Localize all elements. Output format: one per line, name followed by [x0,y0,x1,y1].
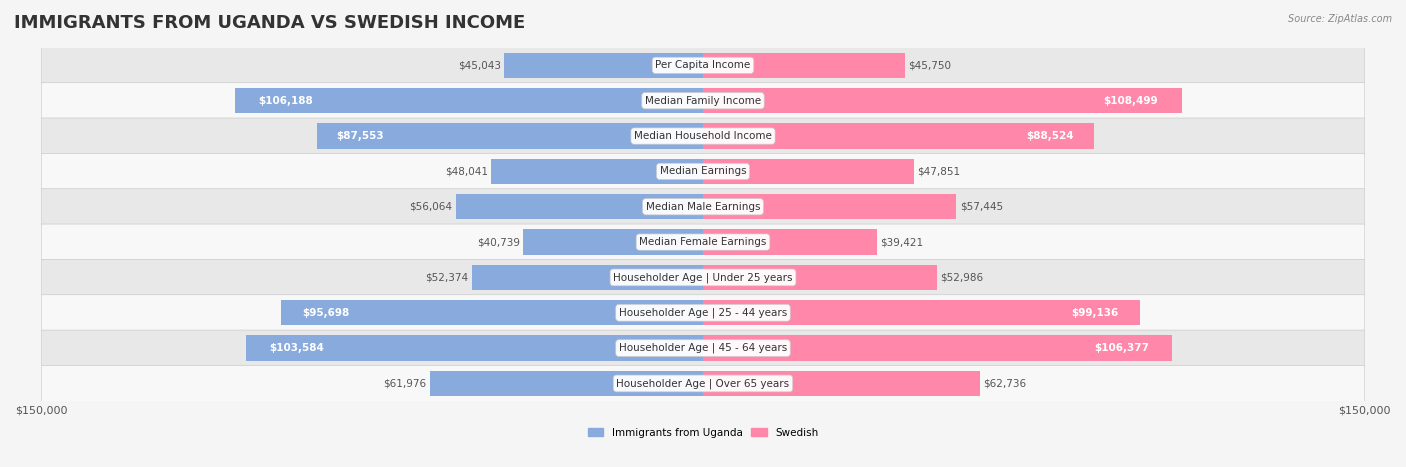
Bar [703,123,1094,149]
Bar [703,53,905,78]
Text: $39,421: $39,421 [880,237,924,247]
Text: $88,524: $88,524 [1026,131,1074,141]
Bar [456,194,703,219]
Bar [246,335,703,361]
Bar [703,265,936,290]
FancyBboxPatch shape [41,330,1365,366]
Bar [703,371,980,396]
Text: Per Capita Income: Per Capita Income [655,60,751,71]
Text: Householder Age | Under 25 years: Householder Age | Under 25 years [613,272,793,283]
Text: $52,374: $52,374 [426,272,468,283]
Text: $40,739: $40,739 [477,237,520,247]
Bar [703,300,1140,325]
FancyBboxPatch shape [41,259,1365,296]
Text: Median Male Earnings: Median Male Earnings [645,202,761,212]
Text: $108,499: $108,499 [1104,96,1157,106]
Text: Householder Age | Over 65 years: Householder Age | Over 65 years [616,378,790,389]
Bar [505,53,703,78]
Text: $87,553: $87,553 [336,131,384,141]
Bar [491,159,703,184]
Bar [316,123,703,149]
Text: $45,043: $45,043 [458,60,501,71]
Text: $62,736: $62,736 [983,378,1026,389]
Text: $48,041: $48,041 [444,166,488,177]
Bar [235,88,703,113]
Bar [703,229,877,255]
Text: Householder Age | 45 - 64 years: Householder Age | 45 - 64 years [619,343,787,354]
Text: $106,188: $106,188 [257,96,312,106]
FancyBboxPatch shape [41,118,1365,154]
FancyBboxPatch shape [41,365,1365,402]
Text: Median Household Income: Median Household Income [634,131,772,141]
FancyBboxPatch shape [41,224,1365,260]
Text: Median Female Earnings: Median Female Earnings [640,237,766,247]
Text: $99,136: $99,136 [1071,308,1119,318]
FancyBboxPatch shape [41,295,1365,331]
Text: $106,377: $106,377 [1094,343,1149,353]
FancyBboxPatch shape [41,189,1365,225]
Text: $56,064: $56,064 [409,202,453,212]
Bar [430,371,703,396]
Text: Median Earnings: Median Earnings [659,166,747,177]
Text: $47,851: $47,851 [917,166,960,177]
Text: $57,445: $57,445 [960,202,1002,212]
Text: $103,584: $103,584 [269,343,323,353]
Text: Source: ZipAtlas.com: Source: ZipAtlas.com [1288,14,1392,24]
Bar [703,159,914,184]
Legend: Immigrants from Uganda, Swedish: Immigrants from Uganda, Swedish [583,424,823,442]
Text: IMMIGRANTS FROM UGANDA VS SWEDISH INCOME: IMMIGRANTS FROM UGANDA VS SWEDISH INCOME [14,14,526,32]
Text: $95,698: $95,698 [302,308,349,318]
Text: Householder Age | 25 - 44 years: Householder Age | 25 - 44 years [619,307,787,318]
Text: $52,986: $52,986 [941,272,983,283]
FancyBboxPatch shape [41,83,1365,119]
Bar [523,229,703,255]
Bar [472,265,703,290]
Text: $45,750: $45,750 [908,60,950,71]
Bar [281,300,703,325]
FancyBboxPatch shape [41,47,1365,84]
Bar [703,335,1173,361]
Text: Median Family Income: Median Family Income [645,96,761,106]
Text: $61,976: $61,976 [384,378,426,389]
FancyBboxPatch shape [41,153,1365,190]
Bar [703,88,1181,113]
Bar [703,194,956,219]
